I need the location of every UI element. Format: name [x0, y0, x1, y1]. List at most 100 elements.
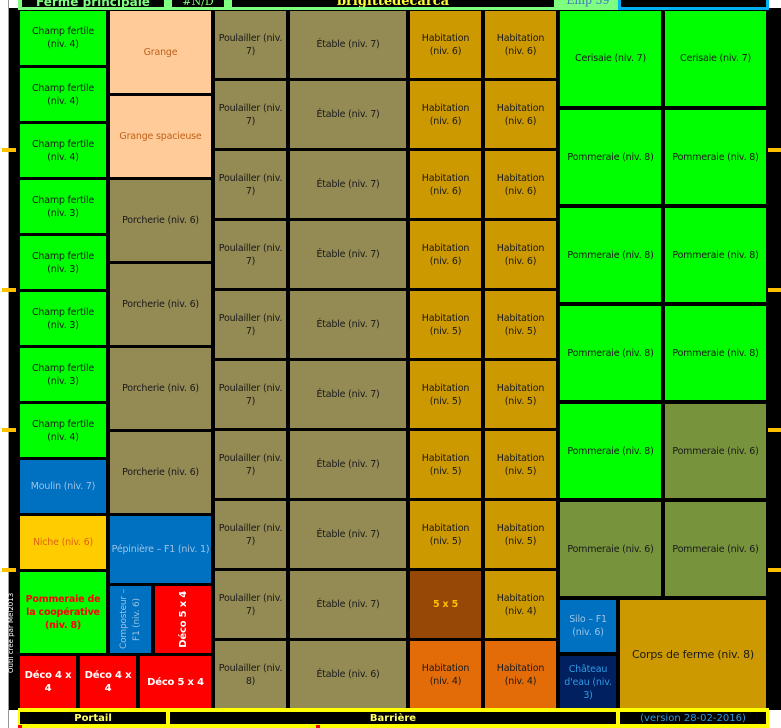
marker [768, 148, 781, 152]
plot-champ-fertile[interactable]: Champ fertile (niv. 4) [20, 124, 106, 177]
plot-poulailler[interactable]: Poulailler (niv. 7) [215, 571, 286, 638]
plot-grange-spacieuse[interactable]: Grange spacieuse [110, 96, 211, 177]
plot-etable[interactable]: Étable (niv. 7) [290, 221, 406, 288]
plot-deco[interactable]: Déco 4 x 4 [20, 656, 76, 708]
plot-habitation[interactable]: Habitation (niv. 6) [410, 221, 481, 288]
plot-habitation[interactable]: Habitation (niv. 6) [485, 11, 556, 78]
player-name: brigittedecarca [230, 0, 556, 9]
plot-deco[interactable]: Déco 5 x 4 [140, 656, 211, 708]
plot-habitation[interactable]: Habitation (niv. 5) [485, 361, 556, 428]
marker [768, 428, 781, 432]
plot-etable[interactable]: Étable (niv. 6) [290, 641, 406, 708]
plot-habitation[interactable]: Habitation (niv. 4) [485, 641, 556, 708]
plot-poulailler[interactable]: Poulailler (niv. 7) [215, 431, 286, 498]
plot-habitation[interactable]: Habitation (niv. 5) [485, 431, 556, 498]
plot-champ-fertile[interactable]: Champ fertile (niv. 4) [20, 11, 106, 65]
version-label: (version 28-02-2016) [620, 712, 766, 724]
plot-habitation[interactable]: Habitation (niv. 5) [485, 501, 556, 568]
plot-poulailler[interactable]: Poulailler (niv. 7) [215, 361, 286, 428]
plot-pommeraie[interactable]: Pommeraie (niv. 8) [560, 208, 661, 302]
plot-pommeraie[interactable]: Pommeraie (niv. 8) [665, 110, 766, 204]
plot-habitation[interactable]: Habitation (niv. 4) [410, 641, 481, 708]
plot-deco[interactable]: Déco 4 x 4 [80, 656, 136, 708]
plot-habitation[interactable]: Habitation (niv. 6) [485, 81, 556, 148]
plot-pommeraie[interactable]: Pommeraie (niv. 8) [665, 306, 766, 400]
marker [768, 288, 781, 292]
marker [2, 288, 16, 292]
plot-moulin[interactable]: Moulin (niv. 7) [20, 460, 106, 513]
plot-pommeraie[interactable]: Pommeraie (niv. 8) [560, 110, 661, 204]
plot-pommeraie[interactable]: Pommeraie (niv. 6) [665, 502, 766, 596]
plot-champ-fertile[interactable]: Champ fertile (niv. 4) [20, 68, 106, 121]
marker [2, 568, 16, 572]
red-marker [18, 725, 22, 728]
plot-pommeraie[interactable]: Pommeraie (niv. 6) [665, 404, 766, 498]
plot-poulailler[interactable]: Poulailler (niv. 7) [215, 291, 286, 358]
farm-label: Ferme principale [20, 0, 166, 9]
plot-pommeraie[interactable]: Pommeraie (niv. 8) [560, 306, 661, 400]
plot-habitation[interactable]: Habitation (niv. 4) [485, 571, 556, 638]
plot-pommeraie[interactable]: Pommeraie (niv. 8) [665, 208, 766, 302]
plot-silo[interactable]: Silo – F1 (niv. 6) [560, 600, 616, 652]
plot-champ-fertile[interactable]: Champ fertile (niv. 3) [20, 236, 106, 289]
deco-label: Déco 5 x 4 [177, 591, 189, 648]
plot-pommeraie[interactable]: Pommeraie (niv. 6) [560, 502, 661, 596]
plot-champ-fertile[interactable]: Champ fertile (niv. 3) [20, 180, 106, 233]
plot-poulailler[interactable]: Poulailler (niv. 7) [215, 151, 286, 218]
plot-etable[interactable]: Étable (niv. 7) [290, 571, 406, 638]
row-header-strip [0, 0, 9, 728]
right-header-box: ... [618, 0, 769, 10]
marker [2, 428, 16, 432]
plot-etable[interactable]: Étable (niv. 7) [290, 501, 406, 568]
plot-poulailler[interactable]: Poulailler (niv. 7) [215, 81, 286, 148]
plot-habitation[interactable]: Habitation (niv. 6) [485, 151, 556, 218]
plot-etable[interactable]: Étable (niv. 7) [290, 361, 406, 428]
plot-poulailler[interactable]: Poulailler (niv. 8) [215, 641, 286, 708]
plot-champ-fertile[interactable]: Champ fertile (niv. 3) [20, 292, 106, 345]
plot-poulailler[interactable]: Poulailler (niv. 7) [215, 221, 286, 288]
nd-label: #N/D [170, 0, 226, 9]
plot-etable[interactable]: Étable (niv. 7) [290, 151, 406, 218]
plot-habitation[interactable]: Habitation (niv. 5) [410, 431, 481, 498]
plot-etable[interactable]: Étable (niv. 7) [290, 291, 406, 358]
plot-porcherie[interactable]: Porcherie (niv. 6) [110, 432, 211, 513]
left-strip [9, 10, 19, 710]
plot-5x5[interactable]: 5 x 5 [410, 571, 481, 638]
plot-chateau-eau[interactable]: Château d'eau (niv. 3) [560, 656, 616, 708]
plot-habitation[interactable]: Habitation (niv. 5) [410, 361, 481, 428]
plot-niche[interactable]: Niche (niv. 6) [20, 516, 106, 569]
barriere-label: Barrière [170, 712, 616, 724]
plot-pepiniere[interactable]: Pépinière – F1 (niv. 1) [110, 516, 211, 583]
plot-habitation[interactable]: Habitation (niv. 6) [410, 151, 481, 218]
plot-deco-vertical[interactable]: Déco 5 x 4 [155, 586, 211, 653]
plot-habitation[interactable]: Habitation (niv. 5) [485, 291, 556, 358]
red-marker [316, 725, 320, 728]
marker [768, 568, 781, 572]
plot-cerisaie[interactable]: Cerisaie (niv. 7) [560, 11, 661, 106]
plot-porcherie[interactable]: Porcherie (niv. 6) [110, 180, 211, 261]
emp-label: Emp 39 [558, 0, 618, 8]
composteur-label: Composteur – F1 (niv. 6) [118, 589, 142, 650]
plot-habitation[interactable]: Habitation (niv. 6) [485, 221, 556, 288]
plot-poulailler[interactable]: Poulailler (niv. 7) [215, 501, 286, 568]
plot-pommeraie-cooperative[interactable]: Pommeraie de la coopérative (niv. 8) [20, 572, 106, 653]
plot-cerisaie[interactable]: Cerisaie (niv. 7) [665, 11, 766, 106]
plot-pommeraie[interactable]: Pommeraie (niv. 8) [560, 404, 661, 498]
plot-composteur[interactable]: Composteur – F1 (niv. 6) [110, 586, 151, 653]
marker [2, 148, 16, 152]
plot-habitation[interactable]: Habitation (niv. 6) [410, 81, 481, 148]
plot-habitation[interactable]: Habitation (niv. 5) [410, 291, 481, 358]
plot-champ-fertile[interactable]: Champ fertile (niv. 3) [20, 348, 106, 401]
plot-grange[interactable]: Grange [110, 11, 211, 93]
plot-habitation[interactable]: Habitation (niv. 5) [410, 501, 481, 568]
plot-etable[interactable]: Étable (niv. 7) [290, 81, 406, 148]
plot-habitation[interactable]: Habitation (niv. 6) [410, 11, 481, 78]
plot-champ-fertile[interactable]: Champ fertile (niv. 4) [20, 404, 106, 457]
plot-porcherie[interactable]: Porcherie (niv. 6) [110, 264, 211, 345]
plot-corps-de-ferme[interactable]: Corps de ferme (niv. 8) [620, 600, 766, 708]
plot-poulailler[interactable]: Poulailler (niv. 7) [215, 11, 286, 78]
portail-label: Portail [20, 712, 166, 724]
plot-etable[interactable]: Étable (niv. 7) [290, 431, 406, 498]
plot-porcherie[interactable]: Porcherie (niv. 6) [110, 348, 211, 429]
plot-etable[interactable]: Étable (niv. 7) [290, 11, 406, 78]
